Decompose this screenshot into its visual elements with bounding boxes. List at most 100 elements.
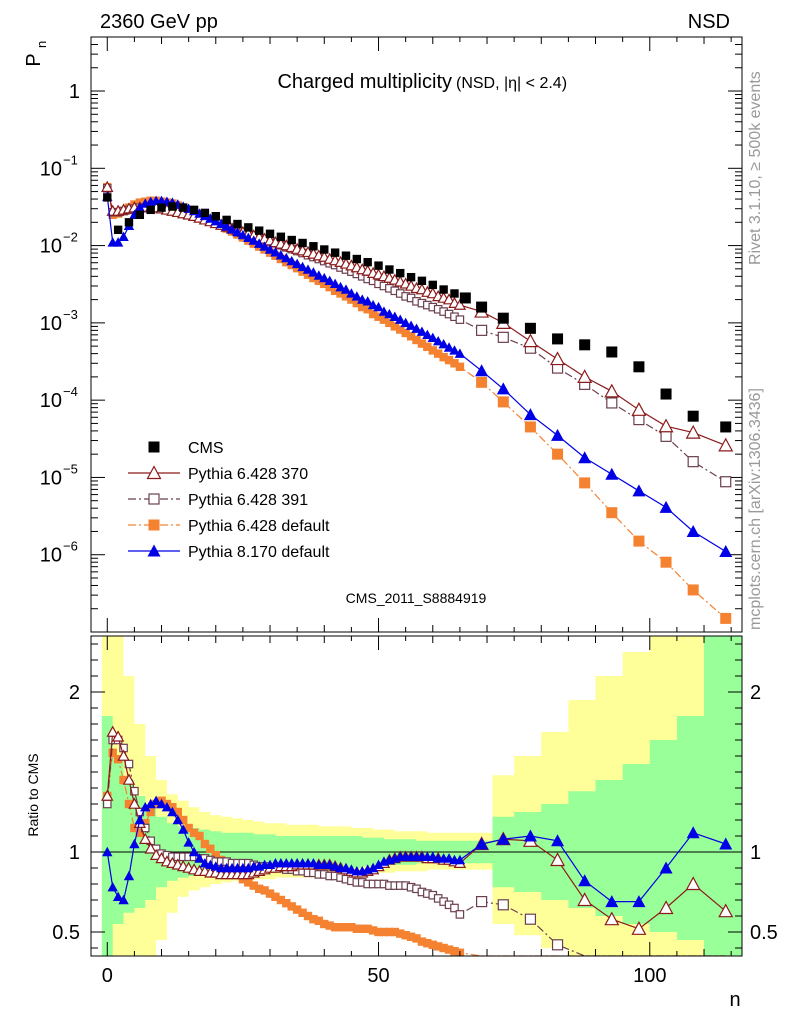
ratio-point-pythia-8-170-default bbox=[178, 824, 189, 834]
main-point-pythia-6-428-391 bbox=[720, 476, 732, 488]
main-point-pythia-8-170-default bbox=[416, 326, 428, 336]
ratio-point-pythia-8-170-default bbox=[172, 814, 183, 825]
main-point-pythia-6-428-370 bbox=[685, 424, 701, 439]
ratio-point-pythia-6-428-default bbox=[385, 927, 394, 937]
ratio-point-pythia-8-170-default bbox=[123, 870, 135, 881]
main-point-pythia-8-170-default bbox=[411, 323, 422, 333]
legend-label: Pythia 6.428 default bbox=[188, 518, 330, 535]
ratio-point-pythia-8-170-default bbox=[686, 826, 700, 839]
mcplots-label: mcplots.cern.ch [arXiv:1306.3436] bbox=[747, 388, 764, 630]
main-point-cms bbox=[157, 203, 166, 212]
ratio-point-pythia-6-428-default bbox=[417, 937, 427, 946]
ratio-y-tick-label-left: 0.5 bbox=[52, 922, 80, 944]
energy-label: 2360 GeV pp bbox=[100, 11, 218, 33]
main-point-pythia-6-428-391 bbox=[497, 331, 509, 343]
main-point-pythia-8-170-default bbox=[270, 247, 281, 257]
main-point-pythia-6-428-default bbox=[314, 276, 324, 286]
ratio-point-pythia-6-428-default bbox=[119, 775, 128, 785]
main-point-pythia-8-170-default bbox=[243, 232, 254, 243]
main-point-cms bbox=[450, 289, 459, 298]
ratio-point-pythia-8-170-default bbox=[523, 829, 537, 842]
ratio-point-pythia-6-428-default bbox=[287, 902, 296, 911]
main-point-cms bbox=[330, 248, 340, 257]
ratio-point-pythia-6-428-default bbox=[298, 908, 307, 917]
ratio-point-pythia-8-170-default bbox=[183, 837, 194, 847]
main-point-pythia-8-170-default bbox=[400, 317, 411, 328]
ratio-point-pythia-6-428-default bbox=[292, 905, 302, 914]
ratio-point-pythia-6-428-default bbox=[276, 895, 286, 905]
main-point-cms bbox=[633, 361, 645, 373]
main-point-cms bbox=[406, 272, 416, 282]
legend-label: Pythia 6.428 391 bbox=[188, 492, 308, 509]
main-point-pythia-6-428-default bbox=[292, 263, 302, 273]
main-point-pythia-8-170-default bbox=[389, 311, 400, 321]
ratio-point-pythia-6-428-default bbox=[401, 931, 410, 940]
main-point-cms bbox=[374, 261, 383, 270]
legend-marker bbox=[148, 519, 160, 531]
main-point-pythia-8-170-default bbox=[248, 235, 259, 245]
legend-label: Pythia 6.428 370 bbox=[188, 466, 308, 483]
ratio-point-pythia-6-428-default bbox=[347, 923, 356, 932]
main-point-cms bbox=[385, 265, 394, 274]
ratio-point-pythia-6-428-391 bbox=[450, 903, 459, 913]
main-point-cms bbox=[168, 202, 177, 211]
main-point-pythia-8-170-default bbox=[719, 545, 733, 558]
main-point-pythia-6-428-default bbox=[325, 282, 334, 292]
main-point-pythia-8-170-default bbox=[454, 348, 466, 358]
ratio-point-pythia-6-428-default bbox=[412, 934, 421, 943]
ratio-point-pythia-8-170-default bbox=[118, 894, 129, 905]
ratio-point-pythia-6-428-default bbox=[406, 932, 416, 941]
ratio-point-pythia-8-170-default bbox=[145, 798, 156, 809]
ratio-point-pythia-6-428-391 bbox=[455, 910, 465, 919]
ratio-point-pythia-6-428-default bbox=[254, 884, 264, 893]
ratio-point-pythia-6-428-default bbox=[282, 899, 291, 908]
ratio-point-pythia-8-170-default bbox=[475, 837, 489, 850]
main-point-pythia-6-428-default bbox=[352, 298, 362, 308]
main-point-pythia-8-170-default bbox=[308, 267, 319, 277]
main-point-cms bbox=[660, 388, 672, 400]
ratio-point-pythia-6-428-370 bbox=[550, 852, 566, 867]
main-point-pythia-8-170-default bbox=[232, 227, 243, 237]
ratio-point-pythia-6-428-370 bbox=[128, 797, 141, 809]
main-point-pythia-8-170-default bbox=[686, 524, 700, 537]
main-point-pythia-8-170-default bbox=[351, 291, 363, 301]
main-point-pythia-8-170-default bbox=[210, 215, 221, 226]
ratio-point-pythia-6-428-default bbox=[271, 892, 280, 901]
main-point-pythia-6-428-default bbox=[423, 342, 432, 352]
main-point-cms bbox=[417, 276, 427, 286]
ratio-point-pythia-8-170-default bbox=[719, 837, 733, 850]
main-point-pythia-6-428-default bbox=[660, 556, 672, 568]
main-point-pythia-8-170-default bbox=[335, 281, 346, 292]
main-point-pythia-6-428-default bbox=[476, 376, 488, 388]
main-point-cms bbox=[211, 212, 220, 221]
ratio-point-pythia-6-428-370 bbox=[155, 851, 168, 864]
main-plot-title-suffix: (NSD, |η| < 2.4) bbox=[456, 75, 567, 92]
main-point-pythia-6-428-default bbox=[497, 396, 509, 408]
main-point-pythia-6-428-391 bbox=[606, 397, 618, 409]
ratio-point-pythia-6-428-370 bbox=[685, 876, 701, 891]
ratio-y-tick-label-left: 2 bbox=[69, 682, 80, 704]
main-point-pythia-8-170-default bbox=[313, 270, 325, 280]
main-point-cms bbox=[428, 280, 437, 290]
main-point-cms bbox=[146, 205, 155, 215]
ratio-point-pythia-6-428-default bbox=[238, 875, 248, 884]
ratio-point-pythia-6-428-370 bbox=[117, 749, 130, 761]
main-y-tick-label: 10 bbox=[40, 236, 62, 258]
ratio-y-tick-label-right: 0.5 bbox=[750, 922, 778, 944]
ratio-point-pythia-6-428-default bbox=[309, 915, 318, 924]
main-point-pythia-8-170-default bbox=[118, 231, 129, 241]
ratio-point-pythia-8-170-default bbox=[551, 834, 565, 847]
main-point-pythia-8-170-default bbox=[496, 382, 510, 395]
main-point-cms bbox=[200, 208, 210, 218]
main-point-pythia-8-170-default bbox=[551, 428, 565, 441]
ratio-point-pythia-6-428-default bbox=[195, 831, 204, 841]
ratio-point-pythia-6-428-370 bbox=[631, 921, 647, 935]
main-point-cms bbox=[189, 205, 199, 215]
ratio-point-pythia-6-428-370 bbox=[144, 842, 157, 854]
ratio-point-pythia-6-428-391 bbox=[130, 786, 139, 796]
ratio-point-pythia-8-170-default bbox=[150, 795, 162, 805]
main-point-cms bbox=[276, 232, 286, 241]
main-point-cms bbox=[113, 225, 123, 235]
ratio-point-pythia-6-428-370 bbox=[658, 900, 674, 915]
main-point-pythia-8-170-default bbox=[346, 288, 357, 298]
